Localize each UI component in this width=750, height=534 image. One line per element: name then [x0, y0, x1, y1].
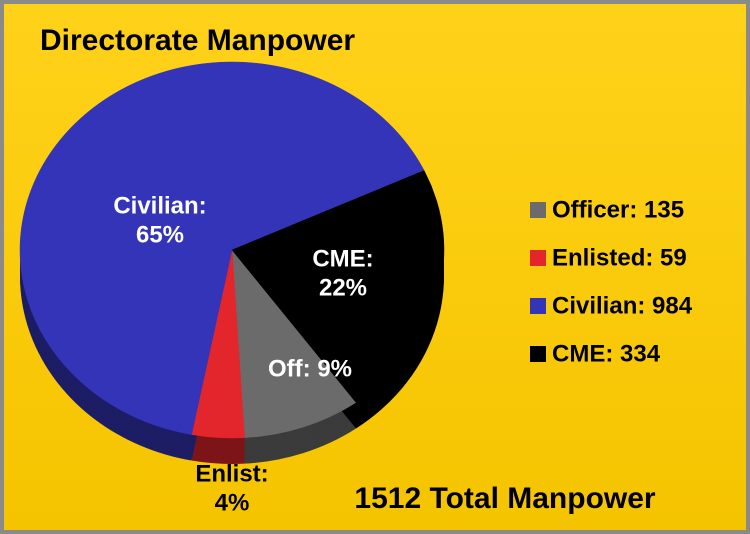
legend-swatch — [530, 298, 546, 314]
slice-label: Off: 9% — [268, 355, 352, 382]
legend-label: Civilian: 984 — [552, 292, 693, 319]
pie — [19, 61, 445, 464]
slice — [231, 170, 445, 403]
chart-title: Directorate Manpower — [40, 24, 355, 57]
legend-swatch — [530, 346, 546, 362]
slice — [231, 249, 357, 438]
slice-label: CME: 22% — [312, 246, 373, 302]
legend-swatch — [530, 250, 546, 266]
slice — [19, 61, 425, 435]
slice-label: Enlist: 4% — [195, 461, 268, 517]
annotation: 1512 Total Manpower — [354, 482, 656, 515]
legend: Officer: 135 Enlisted: 59 Civilian: 984 CME… — [530, 196, 693, 367]
legend-label: Enlisted: 59 — [552, 244, 687, 271]
legend-label: CME: 334 — [552, 340, 661, 367]
legend-swatch — [530, 202, 546, 218]
legend-label: Officer: 135 — [552, 196, 684, 223]
slice-label: Civilian: 65% — [113, 193, 206, 249]
